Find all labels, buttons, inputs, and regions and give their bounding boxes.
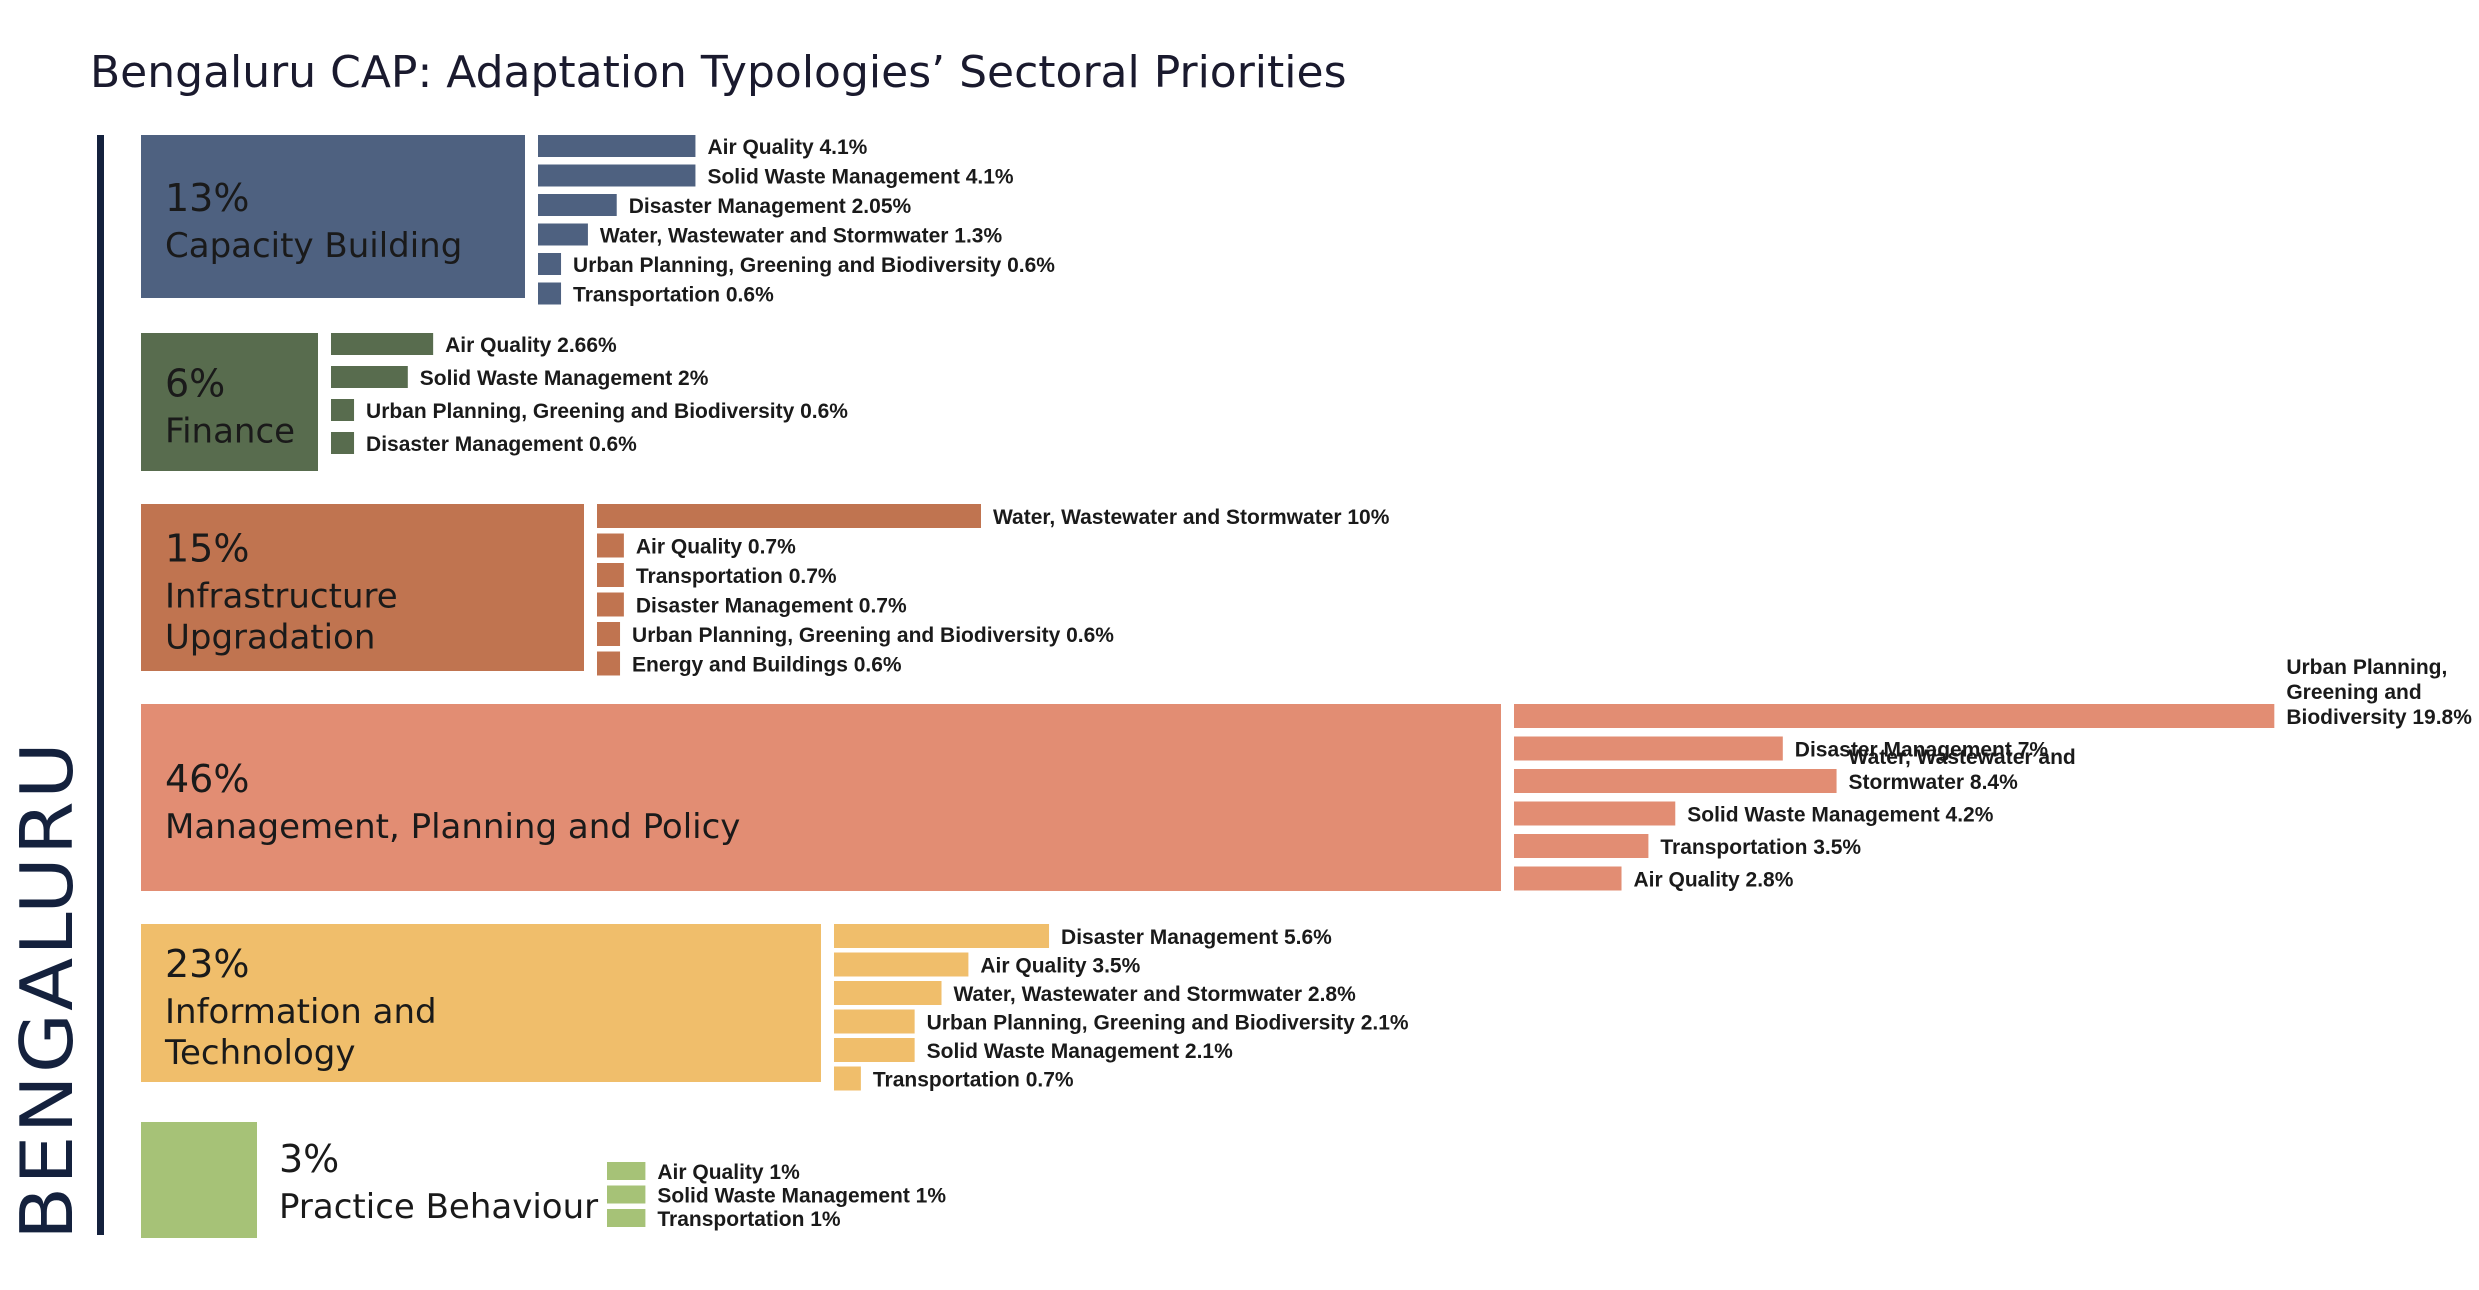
sector-bar [538, 282, 562, 305]
sector-bar-label: Transportation 3.5% [1660, 836, 1861, 859]
sector-bar-label: Air Quality 2.66% [445, 334, 617, 357]
sector-bar [1514, 736, 1783, 761]
sector-bar-label: Transportation 0.7% [636, 565, 837, 588]
sector-bar-label: Urban Planning, Greening and Biodiversit… [632, 624, 1114, 647]
typology-block [141, 135, 525, 298]
sector-bar-label: Disaster Management 2.05% [629, 195, 912, 218]
sector-bar [597, 533, 624, 558]
sector-bar-label: Solid Waste Management 1% [657, 1185, 946, 1208]
sector-bar-label: Water, Wastewater and Stormwater 2.8% [954, 983, 1357, 1006]
typology-name: Capacity Building [165, 226, 462, 266]
sector-bar-label: Air Quality 4.1% [707, 136, 867, 159]
sector-bar [538, 223, 588, 246]
sector-bar [1514, 769, 1837, 793]
sector-bar-label: Stormwater 8.4% [1849, 771, 2019, 794]
sector-bar [538, 135, 696, 157]
sector-bar-label: Disaster Management 0.7% [636, 595, 907, 618]
sector-bar [1514, 704, 2275, 728]
sector-bar [331, 432, 355, 454]
sector-bar-label: Solid Waste Management 2% [420, 367, 709, 390]
typology-name: Finance [165, 412, 295, 452]
sector-bar [538, 164, 696, 187]
sector-bar-label: Water, Wastewater and [1849, 746, 2076, 769]
sector-bar [597, 504, 981, 528]
typology-percent: 15% [165, 527, 249, 571]
sector-bar-label: Transportation 1% [657, 1208, 841, 1231]
sector-bar [597, 592, 624, 617]
sector-bar-label: Solid Waste Management 4.2% [1687, 804, 1993, 827]
sector-bar-label: Biodiversity 19.8% [2286, 706, 2472, 729]
sector-bar [331, 333, 434, 355]
sector-bar-label: Air Quality 2.8% [1634, 869, 1794, 892]
typology-percent: 6% [165, 362, 225, 406]
typology-name: Technology [164, 1033, 355, 1073]
sector-bar-label: Disaster Management 0.6% [366, 433, 637, 456]
sector-bar-label: Urban Planning, Greening and Biodiversit… [366, 400, 848, 423]
sector-bar [1514, 801, 1676, 826]
sector-bar [834, 952, 969, 977]
typology-block [141, 924, 821, 1082]
sector-bar-label: Solid Waste Management 2.1% [927, 1040, 1233, 1063]
typology-block [141, 333, 318, 471]
typology-block [141, 1122, 257, 1238]
sector-bar-label: Water, Wastewater and Stormwater 10% [993, 506, 1390, 529]
sector-bar-label: Urban Planning, Greening and Biodiversit… [573, 254, 1055, 277]
sector-bar-label: Greening and [2286, 681, 2421, 704]
side-label: BENGALURU [5, 740, 89, 1240]
sector-bar-label: Energy and Buildings 0.6% [632, 654, 902, 677]
sector-bar-label: Air Quality 3.5% [980, 955, 1140, 978]
typology-percent: 13% [165, 176, 249, 220]
sector-bar [538, 194, 617, 216]
sector-bar [834, 924, 1050, 948]
sector-bar [834, 981, 942, 1005]
typology-block [141, 504, 584, 671]
typology-percent: 23% [165, 942, 249, 986]
sector-bar [1514, 834, 1649, 858]
typology-name: Infrastructure [165, 577, 398, 617]
sector-bar [607, 1162, 646, 1180]
sector-bar [1514, 866, 1622, 891]
chart-title: Bengaluru CAP: Adaptation Typologies’ Se… [90, 47, 1347, 98]
typology-name: Information and [165, 992, 437, 1032]
typology-name: Management, Planning and Policy [165, 807, 740, 847]
sector-bar [538, 253, 562, 275]
sector-bar [834, 1066, 861, 1091]
sector-bar [597, 622, 621, 646]
sector-bar-label: Air Quality 1% [657, 1161, 800, 1184]
sector-bar [331, 399, 355, 421]
typology-percent: 3% [279, 1137, 339, 1181]
sector-bar-label: Disaster Management 5.6% [1061, 926, 1332, 949]
typology-block [141, 704, 1501, 891]
sector-bar-label: Urban Planning, Greening and Biodiversit… [927, 1012, 1409, 1035]
typology-percent: 46% [165, 757, 249, 801]
sector-bar [607, 1185, 646, 1204]
typology-name: Practice Behaviour [279, 1187, 598, 1227]
typology-name: Upgradation [165, 618, 375, 658]
sector-bar-label: Transportation 0.6% [573, 284, 774, 307]
sector-bar [834, 1038, 915, 1062]
sector-bar-label: Disaster Management 7% [1795, 739, 2049, 762]
sector-bar-label: Water, Wastewater and Stormwater 1.3% [600, 225, 1003, 248]
sector-bar [607, 1209, 646, 1227]
left-axis-line [97, 135, 104, 1235]
sector-bar [834, 1009, 915, 1034]
sector-bar-label: Solid Waste Management 4.1% [707, 166, 1013, 189]
sector-bar-label: Urban Planning, [2286, 656, 2447, 679]
sector-bar-label: Air Quality 0.7% [636, 536, 796, 559]
sector-bar [331, 366, 408, 388]
sector-bar-label: Transportation 0.7% [873, 1069, 1074, 1092]
sector-bar [597, 563, 624, 587]
sector-bar [597, 651, 621, 676]
